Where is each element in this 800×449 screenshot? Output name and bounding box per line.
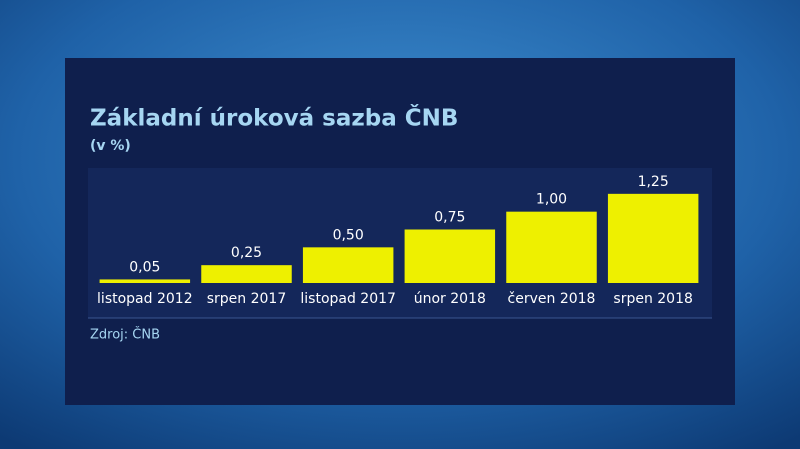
x-tick-label: červen 2018 [508, 291, 596, 307]
bar [404, 229, 496, 283]
bar [302, 247, 394, 283]
value-label: 1,25 [638, 174, 669, 190]
bar [506, 211, 597, 283]
chart-title: Základní úroková sazba ČNB [90, 104, 458, 132]
x-tick-label: únor 2018 [414, 291, 486, 307]
bar [607, 193, 699, 283]
value-label: 0,50 [333, 227, 364, 243]
value-label: 1,00 [536, 192, 567, 208]
value-label: 0,05 [129, 259, 160, 275]
x-tick-label: listopad 2017 [300, 291, 396, 307]
value-label: 0,75 [434, 210, 465, 226]
x-tick-label: listopad 2012 [97, 291, 193, 307]
bar [99, 279, 191, 283]
x-tick-label: srpen 2017 [207, 291, 287, 307]
x-tick-label: srpen 2018 [613, 291, 693, 307]
chart-subtitle: (v %) [90, 138, 131, 154]
source: Zdroj: ČNB [90, 327, 160, 343]
value-label: 0,25 [231, 245, 262, 261]
bar [201, 265, 292, 283]
